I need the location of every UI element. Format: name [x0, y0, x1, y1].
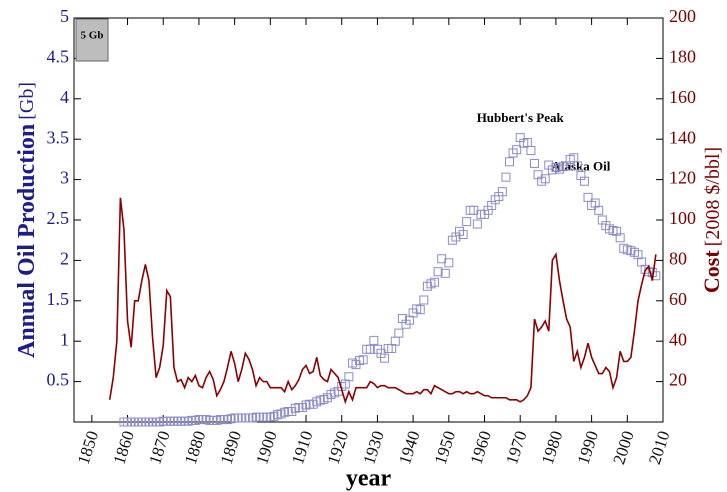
x-tick-label: 1990 — [574, 429, 603, 467]
y-axis-label-unit: [Gb] — [16, 82, 38, 120]
data-point — [440, 268, 450, 278]
data-point — [433, 267, 443, 277]
x-axis-label: year — [346, 466, 392, 492]
y2-tick-label: 60 — [669, 289, 687, 309]
x-tick-label: 1980 — [538, 429, 567, 467]
x-tick-label: 1960 — [466, 429, 495, 467]
data-point — [415, 305, 425, 315]
data-point — [380, 353, 390, 363]
legend-box-label: 5 Gb — [81, 30, 104, 42]
data-point — [529, 158, 539, 168]
y2-tick-label: 20 — [669, 370, 687, 390]
x-tick-label: 1910 — [288, 429, 317, 467]
x-tick-label: 2000 — [609, 429, 638, 467]
data-point — [444, 258, 454, 268]
y-tick-label: 5 — [60, 6, 69, 26]
x-tick-label: 1950 — [431, 429, 460, 467]
y-tick-label: 1 — [60, 329, 69, 349]
data-point — [572, 161, 582, 171]
data-point — [358, 355, 368, 365]
legend-box — [75, 18, 109, 62]
y2-tick-label: 180 — [669, 47, 696, 67]
y2-axis-label-unit: [2008 $/bbl] — [702, 147, 724, 246]
data-point — [512, 145, 522, 155]
x-tick-label: 1900 — [252, 429, 281, 467]
y-tick-label: 1.5 — [47, 289, 70, 309]
plot-frame — [73, 17, 664, 423]
y2-axis-label: Cost [2008 $/bbl] — [699, 147, 724, 293]
data-point — [365, 344, 375, 354]
x-tick-label: 1860 — [109, 429, 138, 467]
y2-tick-label: 80 — [669, 249, 687, 269]
y-axis-label-main: Annual Oil Production — [14, 124, 40, 358]
data-point — [540, 174, 550, 184]
annotation: Hubbert's Peak — [477, 110, 565, 125]
y2-tick-label: 160 — [669, 87, 696, 107]
y2-tick-label: 120 — [669, 168, 696, 188]
x-tick-label: 1850 — [74, 429, 103, 467]
x-tick-label: 1930 — [359, 429, 388, 467]
x-tick-label: 1920 — [324, 429, 353, 467]
data-point — [526, 146, 536, 156]
cost-line — [108, 197, 657, 405]
data-point — [419, 295, 429, 305]
y-tick-label: 0.5 — [47, 370, 70, 390]
y-axis-label: Annual Oil Production [Gb] — [14, 82, 40, 358]
y-tick-label: 3 — [60, 168, 69, 188]
y2-tick-label: 40 — [669, 329, 687, 349]
y-tick-label: 2 — [60, 249, 69, 269]
data-point — [462, 217, 472, 227]
x-tick-label: 1880 — [181, 429, 210, 467]
y2-tick-label: 100 — [669, 208, 696, 228]
data-point — [430, 277, 440, 287]
y-tick-label: 4.5 — [47, 47, 70, 67]
x-tick-label: 1970 — [502, 429, 531, 467]
y2-axis-label-main: Cost — [699, 250, 724, 293]
data-point — [501, 172, 511, 182]
data-point — [458, 230, 468, 240]
data-point — [594, 205, 604, 215]
data-point — [394, 328, 404, 338]
x-tick-label: 2010 — [645, 429, 674, 467]
data-point — [344, 372, 354, 382]
y2-tick-label: 140 — [669, 127, 696, 147]
y-tick-label: 4 — [60, 87, 69, 107]
data-point — [369, 335, 379, 345]
x-tick-label: 1940 — [395, 429, 424, 467]
data-point — [472, 219, 482, 229]
y-tick-label: 3.5 — [47, 127, 70, 147]
data-point — [505, 157, 515, 167]
x-tick-label: 1870 — [145, 429, 174, 467]
data-point — [579, 176, 589, 186]
x-tick-label: 1890 — [217, 429, 246, 467]
y-tick-label: 2.5 — [47, 208, 70, 228]
data-point — [615, 233, 625, 243]
y2-tick-label: 200 — [669, 6, 696, 26]
data-point — [497, 187, 507, 197]
